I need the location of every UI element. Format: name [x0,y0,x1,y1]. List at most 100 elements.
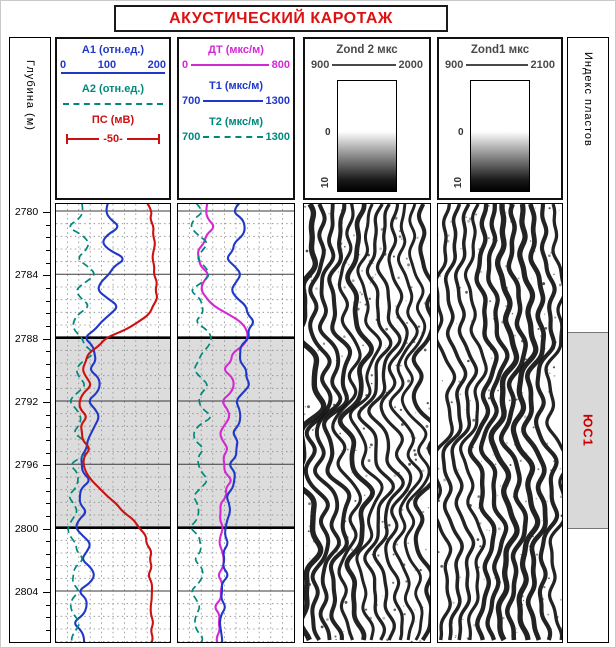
zond1-gradient-bar [470,80,530,192]
depth-tickmark [43,402,50,403]
chart-title: АКУСТИЧЕСКИЙ КАРОТАЖ [169,9,393,27]
depth-tickmark [46,288,50,289]
zond2-gradient-bar [337,80,397,192]
zond2-amplitude-max: 10 [320,176,332,189]
depth-tickmark [46,579,50,581]
depth-tickmark [46,389,50,391]
depth-tickmark [43,465,50,467]
zone-label: ЮС1 [580,414,596,447]
track1-curves-svg [56,204,170,642]
ps-scale-value: -50- [103,133,123,145]
a1-scale-line [61,72,165,74]
a1-curve-label: А1 (отн.ед.) [81,44,145,56]
zond1-amplitude-max: 10 [453,176,465,189]
depth-tickmark [46,427,50,429]
dt-scale-min: 0 [182,59,189,71]
zond2-time-scale: 900 2000 [305,59,429,71]
t2-scale-max: 1300 [265,131,290,143]
chart-title-box: АКУСТИЧЕСКИЙ КАРОТАЖ [114,5,448,32]
dt-curve-label: ДТ (мкс/м) [208,44,264,56]
zond1-scale-max: 2100 [530,59,555,71]
ps-scale-left-bar [66,134,68,144]
index-axis-label: Индекс пластов [582,52,594,147]
depth-tickmark [46,541,50,543]
zone-us1-box: ЮС1 [568,332,608,529]
zond2-scale-min: 900 [311,59,330,71]
depth-tickmark [46,300,50,302]
a1-scale-min: 0 [60,59,67,71]
dt-scale-max: 800 [271,59,290,71]
track2-header: ДТ (мкс/м) 0 800 Т1 (мкс/м) 700 1300 Т2 (м… [177,37,295,200]
depth-tickmark [46,414,50,416]
track3-plot-vdl [303,203,431,643]
depth-tickmark [46,237,50,239]
depth-tick-label: 2804 [14,585,39,598]
depth-tick-label: 2800 [14,522,39,535]
depth-tick-label: 2792 [14,395,39,408]
zond1-time-scale: 900 2100 [439,59,561,71]
depth-tickmark [46,478,50,479]
depth-tickmark [46,503,50,505]
ps-scale-right-line [126,138,158,140]
zond1-amplitude-scale: 0 10 [453,80,530,192]
track1-header: А1 (отн.ед.) 0 100 200 А2 (отн.ед.) ПС (… [55,37,171,200]
zond2-scale-line [332,64,396,66]
t2-scale-min: 700 [182,131,201,143]
depth-tickmark [46,604,50,606]
depth-tick-label: 2796 [14,459,39,472]
depth-tickmark [46,313,50,315]
zond2-amplitude-scale: 0 10 [320,80,397,192]
depth-tickmark [46,364,50,365]
depth-tickmark [46,630,50,631]
t2-curve-label: Т2 (мкс/м) [208,116,264,128]
track2-curves-svg [178,204,294,642]
depth-tickmark [46,452,50,454]
track2-plot [177,203,295,643]
depth-tickmark [46,440,50,441]
depth-tick-label: 2788 [14,332,39,345]
a2-curve-label: А2 (отн.ед.) [81,83,145,95]
index-column: Индекс пластов ЮС1 [567,37,609,643]
a2-scale-line [63,103,163,105]
depth-tickmark [46,224,50,226]
depth-tick-container: 2780 2784 2788 2792 2796 2800 2804 [10,38,50,642]
zond1-waveform-svg [438,204,562,642]
zond1-scale-line [466,64,528,66]
depth-tickmark [43,528,50,530]
t1-scale: 700 1300 [179,95,293,107]
depth-tickmark [43,212,50,213]
depth-tickmark [46,376,50,378]
zond2-title: Zond 2 мкс [336,44,398,56]
depth-column: Глубина (м) 2780 2784 2788 2792 2796 2800 2804 [9,37,51,643]
depth-tick-label: 2780 [14,206,39,218]
a1-scale-mid: 100 [97,59,117,71]
depth-tick-label: 2784 [14,269,39,282]
depth-tickmark [46,262,50,264]
zond1-amplitude-min: 0 [458,127,464,139]
zond1-scale-min: 900 [445,59,464,71]
depth-tickmark [43,275,50,277]
depth-axis-label: Глубина (м) [24,60,36,131]
a1-scale-max: 200 [147,59,166,71]
t2-scale-line [203,136,263,138]
a1-scale: 0 100 200 [57,59,169,71]
depth-tickmark [46,554,50,555]
t1-curve-label: Т1 (мкс/м) [208,80,264,92]
depth-tickmark [46,566,50,568]
depth-tickmark [46,490,50,492]
ps-curve-label: ПС (мВ) [91,114,135,126]
track4-plot-vdl [437,203,563,643]
depth-tickmark [46,617,50,619]
depth-tickmark [46,250,50,251]
t2-scale: 700 1300 [179,131,293,143]
zond2-waveform-svg [304,204,430,642]
zond2-scale-max: 2000 [398,59,423,71]
track4-header: Zond1 мкс 900 2100 0 10 [437,37,563,200]
track1-plot [55,203,171,643]
t1-scale-line [203,100,263,102]
t1-scale-max: 1300 [265,95,290,107]
ps-scale-right-bar [158,134,160,144]
depth-tickmark [46,516,50,517]
ps-scale: -50- [66,133,160,145]
